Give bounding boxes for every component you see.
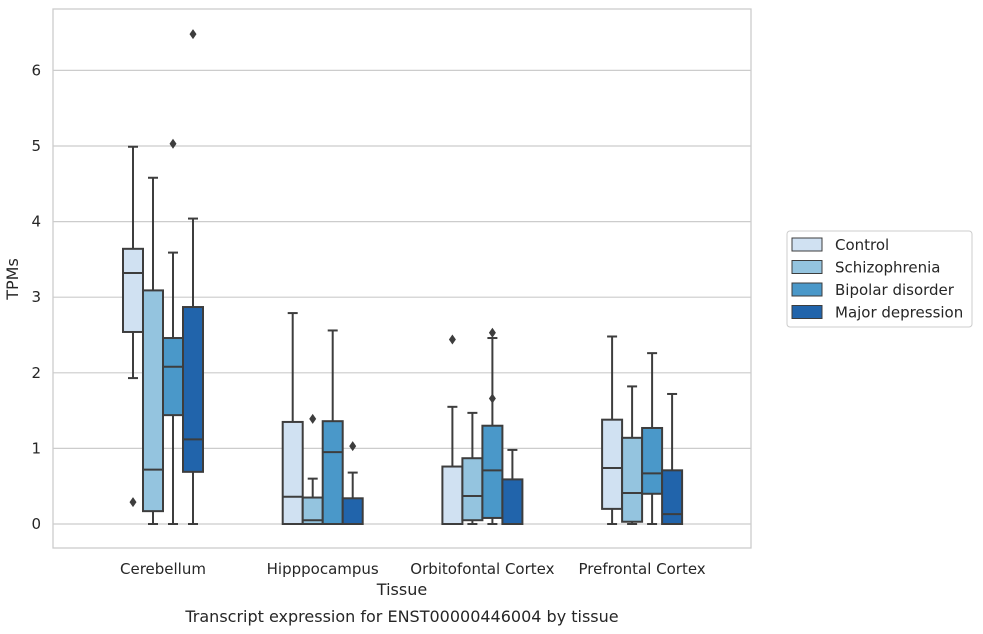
outlier-point	[189, 29, 197, 40]
box-iqr	[122, 247, 144, 333]
legend-frame	[786, 230, 973, 328]
outlier-point	[129, 497, 137, 508]
box-control	[122, 145, 144, 508]
box-iqr	[461, 457, 484, 522]
box-bipolar-disorder	[641, 352, 664, 525]
box-major-depression	[182, 29, 204, 525]
legend-swatch	[791, 282, 823, 297]
x-tick-labels: Cerebellum Hipppocampus Orbitofontal Corte…	[120, 560, 706, 578]
box-iqr	[601, 418, 624, 510]
outlier-point	[349, 441, 357, 452]
boxes-layer	[122, 29, 684, 526]
box-iqr	[281, 420, 304, 525]
box-iqr	[441, 465, 464, 526]
box-iqr	[142, 289, 164, 513]
y-tick-label: 2	[31, 364, 41, 382]
y-tick-label: 0	[31, 515, 41, 533]
y-axis-label: TPMs	[3, 258, 22, 301]
plot-frame	[52, 8, 752, 549]
box-iqr	[341, 497, 364, 525]
y-tick-label: 4	[31, 213, 41, 231]
box-iqr	[641, 426, 664, 495]
outlier-point	[488, 393, 496, 404]
outlier-point	[488, 327, 496, 338]
box-iqr	[321, 420, 344, 525]
x-tick-label: Hipppocampus	[267, 560, 379, 578]
outlier-point	[448, 334, 456, 345]
box-control	[281, 312, 304, 525]
x-axis-label: Tissue	[376, 580, 427, 599]
y-tick-labels: 0 1 2 3 4 5 6	[31, 61, 41, 533]
legend-swatch	[791, 260, 823, 274]
legend-label: Control	[835, 236, 889, 254]
legend-label: Schizophrenia	[835, 259, 940, 277]
x-tick-label: Orbitofontal Cortex	[410, 560, 554, 578]
y-tick-label: 5	[31, 137, 41, 155]
x-tick-label: Cerebellum	[120, 560, 206, 578]
box-iqr	[162, 337, 184, 417]
legend-swatch	[791, 305, 823, 319]
y-tick-label: 1	[31, 439, 41, 457]
box-bipolar-disorder	[162, 138, 184, 525]
box-bipolar-disorder	[481, 327, 504, 525]
y-tick-label: 3	[31, 288, 41, 306]
chart-title: Transcript expression for ENST0000044600…	[184, 607, 618, 626]
box-iqr	[182, 306, 204, 473]
box-major-depression	[341, 441, 364, 525]
box-iqr	[661, 469, 684, 526]
outlier-point	[169, 138, 177, 149]
x-tick-label: Prefrontal Cortex	[578, 560, 705, 578]
y-tick-label: 6	[31, 61, 41, 79]
legend-label: Major depression	[835, 304, 963, 322]
box-iqr	[481, 424, 504, 519]
box-iqr	[621, 436, 644, 523]
box-bipolar-disorder	[321, 329, 344, 525]
outlier-point	[309, 413, 317, 424]
legend: Control Schizophrenia Bipolar disorder Majo…	[786, 230, 973, 328]
legend-swatch	[791, 237, 823, 252]
box-major-depression	[501, 448, 524, 525]
box-iqr	[501, 478, 524, 525]
legend-label: Bipolar disorder	[835, 281, 955, 299]
box-major-depression	[661, 392, 684, 526]
